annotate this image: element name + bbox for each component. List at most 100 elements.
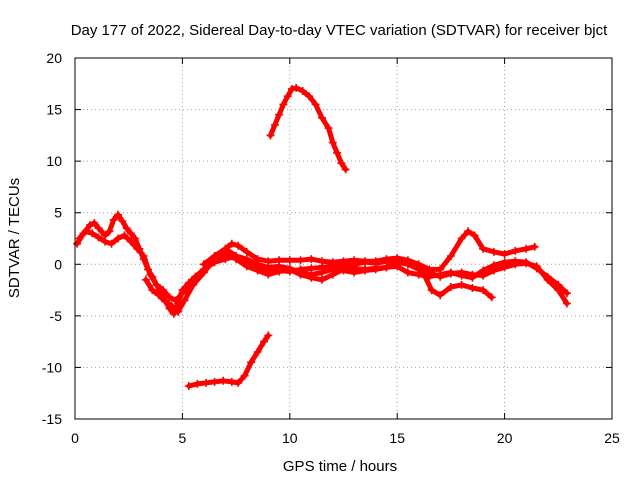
data-point [350, 264, 359, 273]
data-point [146, 270, 155, 279]
data-point [227, 377, 236, 386]
data-point [511, 257, 520, 266]
data-point [81, 227, 90, 236]
data-point [275, 110, 284, 119]
x-tick-labels: 0 5 10 15 20 25 [71, 430, 620, 446]
data-point [479, 244, 488, 253]
data-point [457, 280, 466, 289]
data-point [94, 224, 103, 233]
data-point [489, 261, 498, 270]
data-point [73, 239, 82, 248]
chart-title: Day 177 of 2022, Sidereal Day-to-day VTE… [71, 22, 608, 39]
y-tick-label: -10 [42, 359, 62, 375]
data-point [296, 256, 305, 265]
data-point [227, 239, 236, 248]
data-point [109, 215, 118, 224]
x-tick-label: 10 [282, 430, 298, 446]
data-point [318, 268, 326, 277]
data-point [328, 270, 337, 279]
plot-frame [74, 57, 613, 420]
data-point [105, 227, 114, 236]
data-point [382, 255, 391, 264]
data-point [393, 254, 402, 263]
data-point [339, 265, 348, 274]
data-point [270, 121, 279, 129]
data-point [318, 257, 326, 266]
y-axis-label: SDTVAR / TECUs [6, 178, 23, 298]
data-point [283, 92, 292, 101]
y-tick-label: -15 [42, 411, 62, 427]
data-point [94, 233, 103, 242]
data-point [131, 234, 140, 243]
data-point [88, 229, 97, 238]
data-point [266, 131, 275, 140]
data-point [562, 289, 571, 298]
data-point [468, 284, 477, 292]
data-point [500, 250, 509, 258]
data-point [307, 255, 316, 264]
data-point [530, 242, 539, 251]
y-tick-label: 15 [46, 102, 62, 118]
data-point [324, 124, 333, 133]
data-point [285, 256, 294, 265]
data-point [172, 296, 180, 305]
data-point [122, 224, 131, 233]
data-point [311, 100, 320, 109]
data-point [307, 273, 316, 282]
axis-ticks [74, 57, 613, 420]
data-point [264, 270, 273, 279]
y-tick-labels: -15 -10 -5 0 5 10 15 20 [42, 50, 62, 427]
data-point [522, 258, 531, 267]
data-point [161, 297, 170, 306]
data-point [403, 268, 412, 277]
data-point [242, 255, 251, 264]
data-point [126, 229, 135, 238]
data-point [285, 265, 294, 274]
data-point [264, 331, 273, 340]
data-point [240, 371, 249, 380]
x-tick-label: 15 [389, 430, 405, 446]
data-point [141, 275, 150, 284]
data-point [174, 307, 183, 316]
series-arc-6 [266, 83, 350, 174]
data-point [532, 264, 541, 273]
data-point [425, 265, 434, 274]
data-point [154, 291, 163, 300]
data-point [318, 275, 326, 284]
data-point [114, 210, 122, 219]
data-point [199, 268, 208, 277]
data-point [253, 266, 262, 275]
data-point [446, 268, 455, 277]
data-point [139, 252, 148, 260]
data-point [120, 231, 129, 240]
data-point [210, 377, 219, 386]
data-point [133, 244, 142, 253]
data-point [554, 280, 563, 289]
data-point [169, 309, 178, 318]
data-point [234, 241, 243, 250]
data-point [189, 280, 198, 289]
data-point [436, 291, 445, 300]
data-point [522, 244, 531, 253]
data-point [184, 382, 193, 390]
data-point [152, 280, 161, 289]
y-tick-label: 0 [54, 256, 62, 272]
data-point [468, 273, 477, 282]
data-point [305, 92, 314, 101]
data-point [421, 272, 430, 281]
data-point [167, 301, 176, 310]
data-point [287, 84, 296, 93]
data-point [427, 286, 436, 295]
data-point [253, 255, 262, 264]
data-point [264, 257, 273, 266]
data-point [292, 83, 301, 92]
data-point [337, 159, 346, 168]
data-point [361, 265, 369, 274]
data-point [403, 256, 412, 265]
y-tick-label: 5 [54, 205, 62, 221]
data-point [543, 272, 552, 281]
data-point [279, 100, 288, 109]
data-point [193, 379, 202, 388]
data-point [318, 113, 326, 122]
